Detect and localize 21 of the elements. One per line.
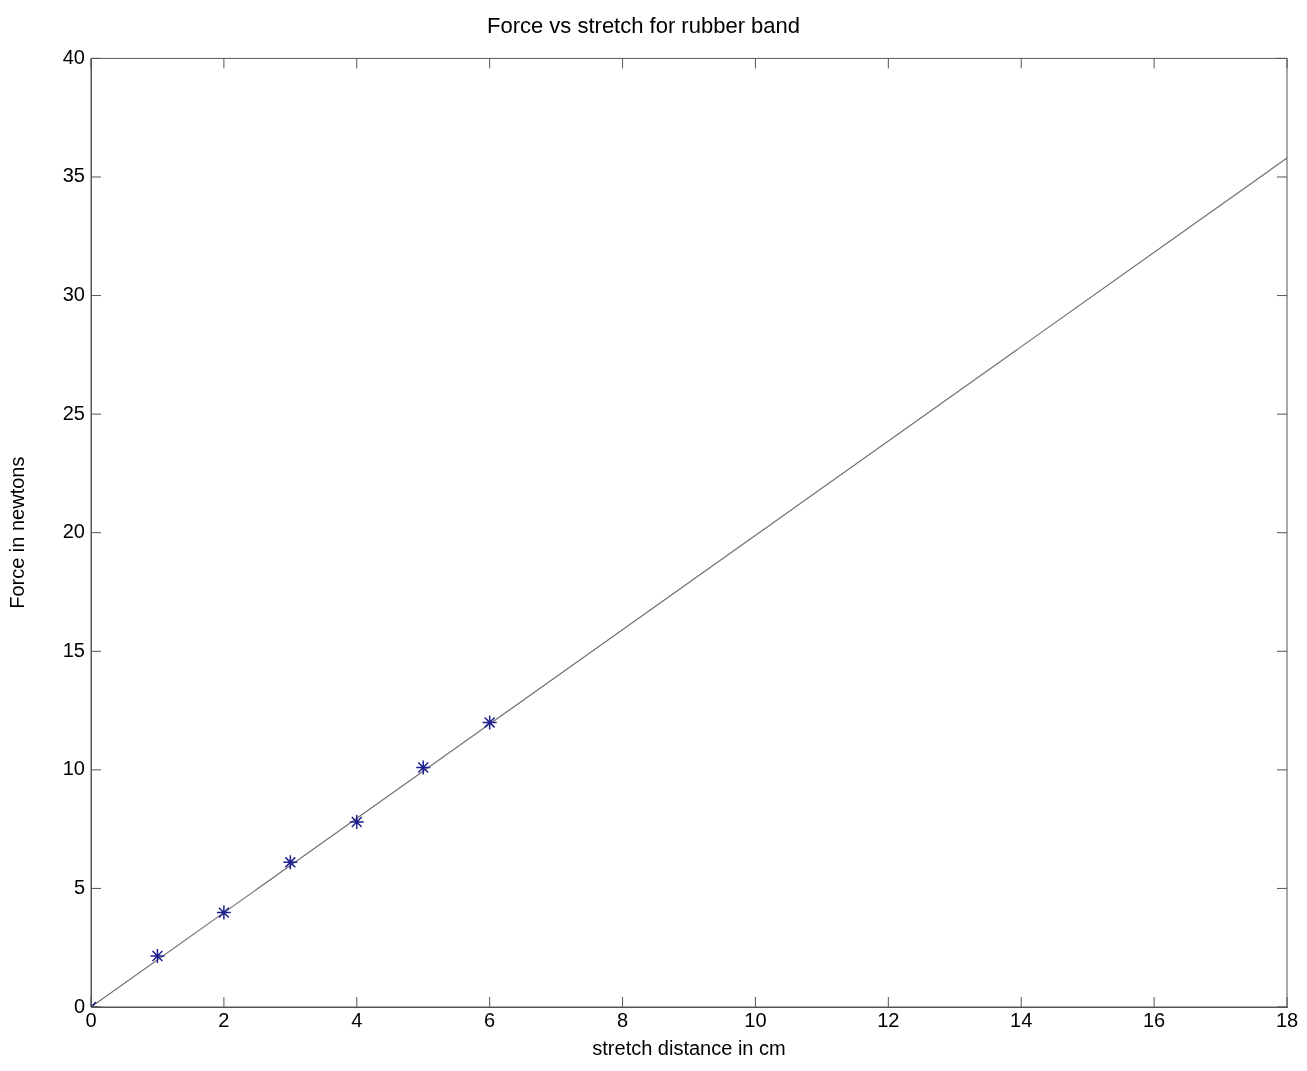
x-tick-label: 2 [218,1008,230,1031]
y-tick-label: 15 [62,638,85,661]
y-tick-label: 40 [62,45,85,68]
chart-title: Force vs stretch for rubber band [486,13,801,39]
y-tick-label: 35 [62,164,85,187]
x-tick-label: 8 [616,1008,629,1031]
x-axis-title: stretch distance in cm [592,1036,786,1059]
y-tick-label: 0 [73,994,85,1017]
x-tick-label: 14 [1010,1008,1033,1031]
x-tick-label: 6 [484,1008,496,1031]
x-tick-label: 10 [744,1008,767,1031]
y-tick-label: 20 [62,520,85,543]
y-tick-label: 25 [62,401,85,424]
x-tick-label: 12 [877,1008,900,1031]
x-tick-label: 4 [351,1008,363,1031]
y-tick-label: 30 [62,283,85,306]
x-tick-label: 16 [1142,1008,1166,1031]
y-tick-label: 10 [62,757,85,780]
y-axis-title: Force in newtons [5,456,28,609]
y-tick-label: 5 [73,875,85,898]
x-tick-label: 18 [1275,1008,1299,1031]
